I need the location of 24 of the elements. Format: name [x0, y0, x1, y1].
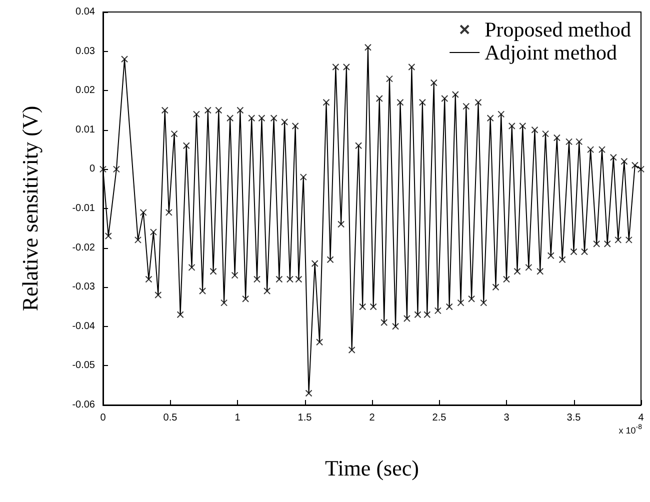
x-tick-label: 0.5: [163, 412, 178, 424]
y-tick-label: 0.01: [76, 124, 96, 136]
legend-label: Adjoint method: [484, 40, 618, 64]
x-tick-label: 3.5: [566, 412, 582, 424]
y-tick-label: -0.04: [72, 320, 96, 332]
y-tick-label: -0.06: [72, 400, 96, 410]
x-tick-label: 1.5: [298, 412, 312, 424]
x-tick-label: 0: [100, 412, 106, 424]
y-tick-label: 0.03: [76, 46, 96, 57]
legend-label: Proposed method: [484, 18, 632, 42]
y-tick-label: 0.02: [76, 85, 96, 96]
x-tick-label: 3: [504, 412, 510, 424]
y-tick-label: -0.01: [72, 203, 96, 214]
x-tick-label: 2.5: [432, 412, 447, 424]
y-tick-label: 0: [89, 164, 96, 175]
y-tick-label: -0.02: [72, 242, 96, 254]
x-tick-label: 2: [369, 412, 376, 424]
x-tick-label: 4: [638, 412, 644, 424]
y-axis-title: Relative sensitivity (V): [18, 106, 42, 312]
y-tick-label: -0.03: [72, 282, 96, 293]
x-tick-label: 1: [234, 412, 241, 424]
x-axis-title: Time (sec): [325, 456, 419, 480]
y-tick-label: -0.05: [72, 360, 96, 372]
y-tick-label: 0.04: [76, 6, 96, 18]
